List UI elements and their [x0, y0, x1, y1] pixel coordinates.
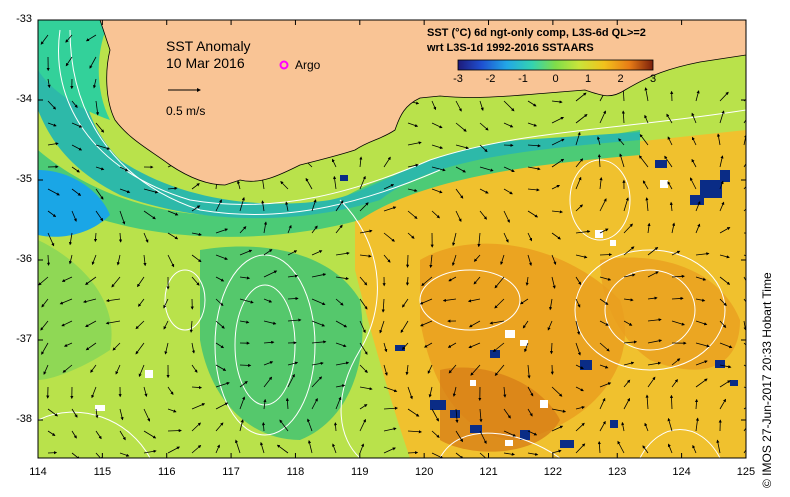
latitude-tick-label: -34: [2, 93, 32, 105]
credit-text: © IMOS 27-Jun-2017 20:33 Hobart Time: [760, 272, 774, 488]
latitude-tick-label: -38: [2, 413, 32, 425]
longitude-tick-label: 114: [23, 466, 53, 478]
colorbar-tick-label: 1: [580, 73, 596, 85]
longitude-tick-label: 122: [538, 466, 568, 478]
longitude-tick-label: 117: [216, 466, 246, 478]
colorbar-tick-label: 2: [613, 73, 629, 85]
scale-label: 0.5 m/s: [166, 104, 205, 118]
latitude-tick-label: -35: [2, 173, 32, 185]
longitude-tick-label: 121: [474, 466, 504, 478]
longitude-tick-label: 115: [87, 466, 117, 478]
colorbar-tick-label: 3: [645, 73, 661, 85]
current-vector-arrow: [408, 453, 417, 454]
map-date: 10 Mar 2016: [166, 55, 245, 71]
current-vector-arrow: [600, 255, 611, 256]
info-line-2: wrt L3S-1d 1992-2016 SSTAARS: [427, 42, 594, 54]
ocean-field: [38, 20, 758, 461]
colorbar-tick-label: -2: [483, 73, 499, 85]
longitude-tick-label: 123: [602, 466, 632, 478]
info-line-1: SST (°C) 6d ngt-only comp, L3S-6d QL>=2: [427, 27, 646, 39]
colorbar-tick-label: 0: [548, 73, 564, 85]
colorbar-tick-label: -1: [515, 73, 531, 85]
colorbar-tick-label: -3: [450, 73, 466, 85]
longitude-tick-label: 120: [409, 466, 439, 478]
argo-label: Argo: [295, 58, 320, 72]
longitude-tick-label: 116: [152, 466, 182, 478]
map-title: SST Anomaly: [166, 38, 251, 54]
current-vector-arrow: [240, 365, 251, 366]
latitude-tick-label: -37: [2, 333, 32, 345]
longitude-tick-label: 124: [667, 466, 697, 478]
longitude-tick-label: 118: [280, 466, 310, 478]
current-vector-arrow: [168, 431, 181, 432]
current-vector-arrow: [408, 255, 409, 267]
longitude-tick-label: 125: [731, 466, 761, 478]
longitude-tick-label: 119: [345, 466, 375, 478]
latitude-tick-label: -33: [2, 13, 32, 25]
colorbar: [458, 60, 653, 70]
latitude-tick-label: -36: [2, 253, 32, 265]
